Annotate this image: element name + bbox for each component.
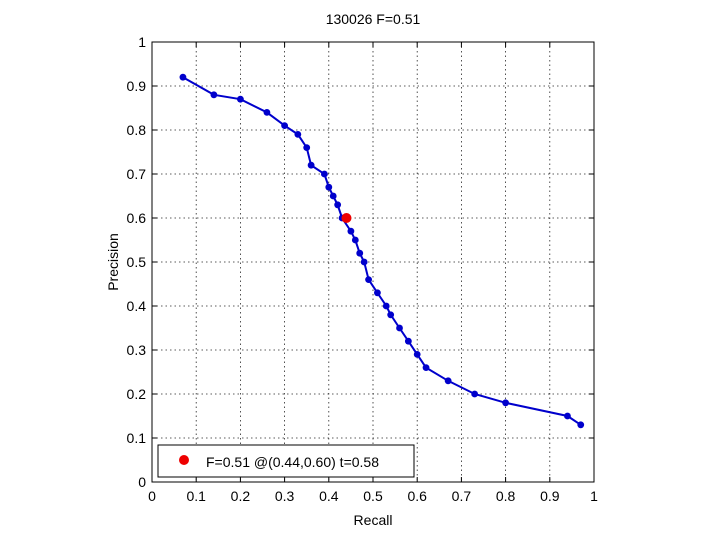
pr-curve-point — [404, 337, 412, 345]
pr-curve-point — [351, 236, 359, 244]
pr-curve-point — [502, 399, 509, 407]
legend-entry-best-f: F=0.51 @(0.44,0.60) t=0.58 — [206, 454, 379, 470]
pr-curve-point — [396, 324, 403, 332]
legend-box — [157, 444, 415, 478]
y-tick-label: 0 — [138, 474, 146, 490]
pr-curve-point — [179, 73, 187, 81]
series-layer — [179, 73, 585, 429]
ticks-layer: 0 0.1 0.2 0.3 0.4 0.5 0.6 0.7 0.8 0.9 1 0 0.1 0.2 0.3 0… — [127, 34, 599, 504]
pr-curve-point — [471, 390, 479, 398]
x-tick-label: 0.5 — [363, 488, 383, 504]
x-axis-label: Recall — [354, 512, 393, 528]
y-tick-label: 0.7 — [127, 166, 147, 182]
pr-curve-point — [329, 192, 337, 200]
y-tick-label: 0.8 — [127, 122, 147, 138]
legend-marker-best-point — [179, 455, 189, 465]
pr-curve-point — [263, 109, 271, 116]
pr-curve-point — [382, 302, 390, 310]
pr-curve-point — [564, 412, 571, 420]
x-tick-label: 0.1 — [186, 488, 206, 504]
x-tick-label: 0.3 — [275, 488, 295, 504]
x-tick-label: 0.2 — [231, 488, 251, 504]
pr-curve-point — [237, 95, 244, 103]
pr-curve-point — [444, 377, 452, 385]
chart-title: 130026 F=0.51 — [326, 11, 421, 27]
pr-curve-point — [210, 91, 218, 99]
x-tick-label: 0.6 — [407, 488, 427, 504]
legend: F=0.51 @(0.44,0.60) t=0.58 — [157, 444, 415, 478]
pr-curve-point — [577, 421, 585, 429]
x-tick-label: 0.4 — [319, 488, 339, 504]
y-tick-label: 0.2 — [127, 386, 147, 402]
pr-curve-point — [320, 170, 328, 178]
y-tick-label: 0.6 — [127, 210, 147, 226]
x-tick-label: 1 — [590, 488, 598, 504]
best-f-point — [341, 213, 352, 223]
x-tick-label: 0 — [148, 488, 156, 504]
pr-curve-line — [182, 76, 582, 426]
pr-curve-point — [387, 311, 395, 319]
y-tick-label: 0.3 — [127, 342, 147, 358]
pr-curve-point — [365, 276, 372, 283]
pr-curve-point — [334, 201, 342, 209]
pr-curve-point — [356, 249, 364, 257]
pr-curve-point — [307, 161, 315, 169]
pr-curve-point — [374, 289, 381, 297]
pr-curve-point — [303, 144, 311, 152]
y-tick-label: 1 — [138, 34, 146, 50]
x-tick-label: 0.8 — [496, 488, 516, 504]
x-tick-label: 0.9 — [540, 488, 560, 504]
x-tick-label: 0.7 — [452, 488, 472, 504]
pr-curve-point — [360, 258, 368, 266]
y-tick-label: 0.9 — [127, 78, 147, 94]
pr-curve-point — [422, 364, 430, 371]
grid-layer — [152, 42, 594, 482]
y-tick-label: 0.5 — [127, 254, 147, 270]
pr-curve-point — [294, 131, 302, 138]
pr-curve-point — [347, 227, 355, 235]
y-tick-label: 0.1 — [127, 430, 147, 446]
y-axis-label: Precision — [105, 233, 121, 291]
y-tick-label: 0.4 — [127, 298, 147, 314]
pr-curve-point — [413, 351, 421, 358]
pr-curve-point — [325, 183, 333, 191]
pr-curve-point — [281, 122, 288, 129]
